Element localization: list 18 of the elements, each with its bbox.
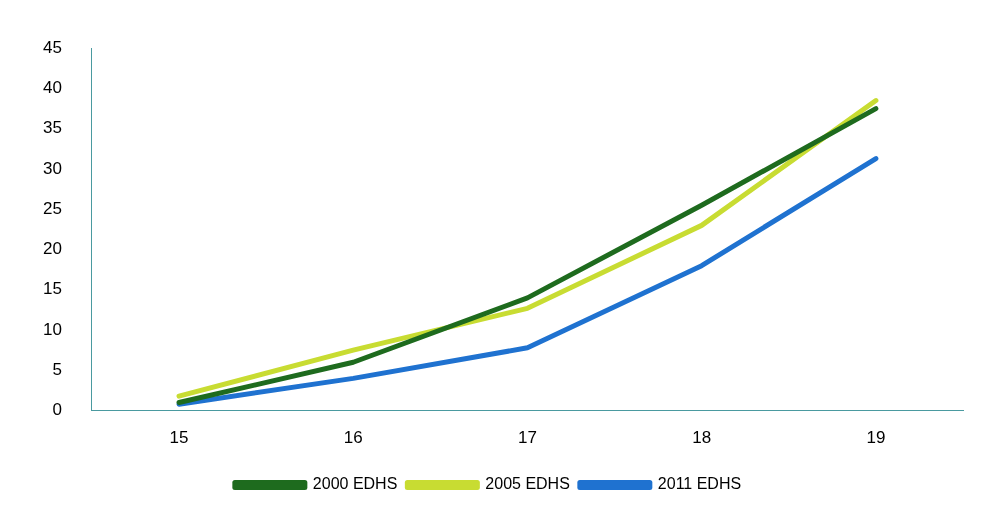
y-tick-label: 20 bbox=[42, 239, 62, 259]
x-tick-label: 17 bbox=[517, 428, 537, 448]
legend-label: 2005 EDHS bbox=[485, 475, 570, 493]
y-tick-label: 25 bbox=[42, 198, 62, 218]
y-tick-label: 40 bbox=[42, 78, 62, 98]
y-tick-label: 45 bbox=[42, 37, 62, 57]
x-tick-label: 18 bbox=[692, 428, 712, 448]
x-tick-label: 16 bbox=[343, 428, 363, 448]
legend-label: 2000 EDHS bbox=[312, 475, 398, 493]
y-tick-label: 0 bbox=[52, 400, 62, 420]
y-tick-label: 5 bbox=[52, 360, 62, 380]
y-tick-label: 35 bbox=[42, 118, 62, 138]
y-tick-label: 15 bbox=[42, 279, 62, 299]
x-tick-label: 15 bbox=[169, 428, 189, 448]
y-tick-label: 10 bbox=[42, 319, 62, 339]
legend-label: 2011 EDHS bbox=[657, 475, 742, 493]
x-tick-label: 19 bbox=[866, 428, 886, 448]
y-tick-label: 30 bbox=[42, 158, 62, 178]
